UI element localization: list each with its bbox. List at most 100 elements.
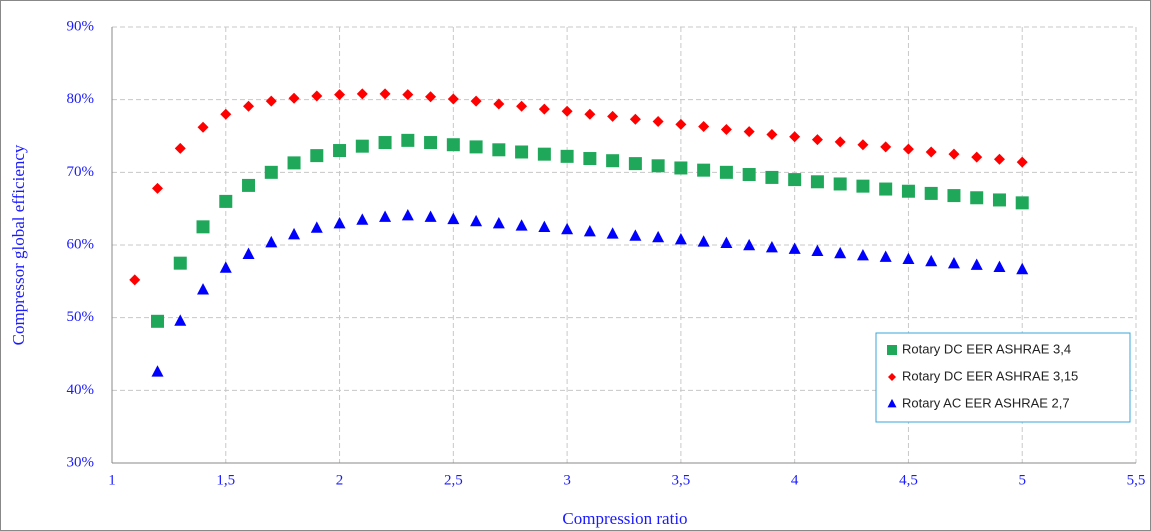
marker — [311, 90, 323, 102]
marker — [629, 229, 642, 241]
marker — [856, 249, 869, 261]
marker — [470, 95, 482, 107]
marker — [887, 345, 897, 355]
marker — [674, 161, 688, 175]
x-tick-label: 3,5 — [672, 472, 691, 488]
marker — [356, 88, 368, 100]
marker — [447, 93, 459, 105]
marker — [265, 95, 277, 107]
marker — [333, 217, 346, 229]
x-tick-label: 2 — [336, 472, 344, 488]
marker — [492, 143, 506, 157]
marker — [402, 89, 414, 101]
x-tick-label: 1 — [108, 472, 116, 488]
marker — [742, 168, 756, 182]
marker — [538, 103, 550, 115]
marker — [947, 189, 961, 203]
marker — [424, 136, 438, 150]
marker — [833, 177, 847, 191]
marker — [196, 220, 210, 234]
marker — [993, 153, 1005, 165]
marker — [173, 256, 187, 270]
y-tick-label: 80% — [67, 91, 95, 107]
marker — [901, 184, 915, 198]
legend-label: Rotary DC EER ASHRAE 3,4 — [902, 341, 1071, 356]
marker — [766, 129, 778, 141]
marker — [698, 121, 710, 133]
legend-box — [875, 332, 1131, 423]
marker — [652, 230, 665, 243]
marker — [606, 154, 620, 168]
marker — [561, 105, 573, 117]
marker — [811, 134, 823, 146]
marker — [925, 254, 938, 267]
marker — [516, 100, 528, 112]
legend-label: Rotary DC EER ASHRAE 3,15 — [902, 368, 1078, 383]
marker — [834, 246, 847, 259]
marker — [356, 213, 369, 225]
marker — [469, 140, 483, 154]
y-tick-label: 60% — [67, 236, 95, 252]
x-tick-label: 1,5 — [216, 472, 235, 488]
marker — [152, 182, 164, 194]
marker — [310, 149, 324, 163]
marker — [947, 256, 960, 269]
marker — [925, 146, 937, 158]
marker — [379, 210, 392, 222]
marker — [810, 175, 824, 189]
marker — [788, 242, 801, 254]
marker — [1015, 196, 1029, 210]
marker — [492, 217, 505, 229]
x-tick-label: 4,5 — [899, 472, 918, 488]
x-tick-label: 3 — [563, 472, 571, 488]
marker — [243, 100, 255, 112]
marker — [288, 92, 300, 104]
marker — [401, 209, 414, 221]
marker — [651, 159, 665, 173]
marker — [561, 222, 574, 235]
marker — [629, 113, 641, 125]
marker — [720, 236, 733, 249]
marker — [264, 165, 278, 179]
marker — [743, 238, 756, 251]
marker — [242, 247, 255, 259]
marker — [538, 220, 551, 233]
y-tick-label: 30% — [67, 454, 95, 470]
marker — [765, 241, 778, 253]
marker — [493, 98, 505, 110]
marker — [219, 261, 232, 273]
x-axis-title: Compression ratio — [562, 509, 687, 528]
marker — [992, 193, 1006, 207]
marker — [1016, 156, 1028, 168]
marker — [378, 136, 392, 150]
marker — [993, 260, 1006, 273]
marker — [697, 163, 711, 177]
marker — [811, 244, 824, 257]
marker — [879, 182, 893, 196]
marker — [880, 141, 892, 153]
marker — [1016, 262, 1029, 275]
marker — [924, 186, 938, 200]
marker — [265, 235, 278, 248]
y-tick-label: 70% — [67, 164, 95, 180]
marker — [242, 178, 256, 192]
marker — [515, 145, 529, 159]
marker — [719, 165, 733, 179]
marker — [857, 139, 869, 151]
legend-label: Rotary AC EER ASHRAE 2,7 — [902, 395, 1070, 410]
marker — [902, 143, 914, 155]
marker — [310, 221, 323, 233]
marker — [333, 144, 347, 158]
marker — [537, 147, 551, 161]
y-tick-label: 90% — [67, 18, 95, 34]
marker — [789, 131, 801, 143]
marker — [515, 219, 528, 231]
marker — [584, 108, 596, 120]
marker — [675, 118, 687, 130]
legend: Rotary DC EER ASHRAE 3,4 Rotary DC EER AS… — [875, 332, 1131, 423]
x-tick-label: 5,5 — [1127, 472, 1146, 488]
y-axis-title: Compressor global efficiency — [9, 144, 28, 345]
marker — [401, 133, 415, 147]
